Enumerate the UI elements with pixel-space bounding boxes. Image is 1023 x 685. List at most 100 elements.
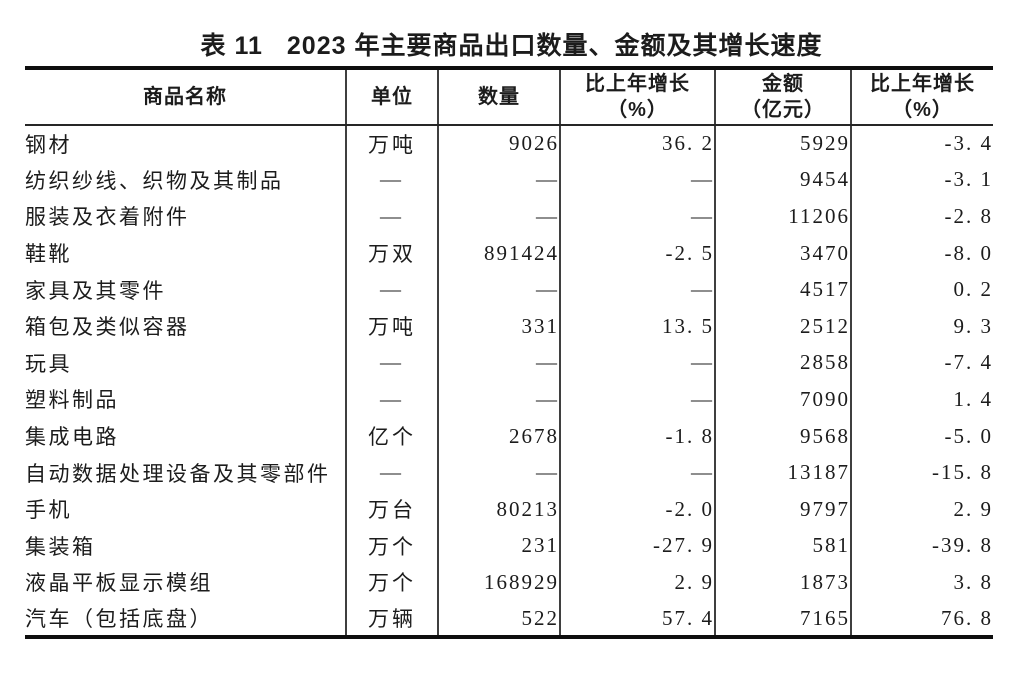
table-row: 纺织纱线、织物及其制品 — — —9454 -3. 1 (25, 161, 993, 199)
cell-quantity: 331 (437, 307, 560, 345)
cell-quantity: 522 (437, 600, 560, 638)
table-header: 商品名称 单位 数量 比上年增长 （%） 金额 （亿元） (25, 68, 993, 126)
table-row: 家具及其零件 — — —4517 0. 2 (25, 271, 993, 308)
table-row: 鞋靴 万双 891424 -2. 5 3470 -8. 0 (25, 234, 993, 272)
cell-amount: 9568 (714, 417, 851, 455)
cell-amount-growth: 3. 8 (850, 564, 993, 601)
cell-commodity-name: 液晶平板显示模组 (25, 571, 213, 596)
cell-amount: 7165 (714, 600, 851, 638)
table-row: 液晶平板显示模组 万个 168929 2. 9 1873 3. 8 (25, 564, 993, 601)
column-header-label: 数量 (478, 86, 520, 108)
column-header-label: 单位 (371, 86, 413, 108)
cell-unit: — (345, 198, 438, 235)
cell-commodity-name: 集装箱 (25, 534, 96, 559)
cell-commodity-name: 集成电路 (25, 425, 119, 450)
cell-unit: 万个 (345, 527, 438, 565)
column-header-label: 比上年增长 (870, 73, 975, 95)
cell-quantity: 9026 (437, 125, 560, 162)
column-header-sublabel: （%） (892, 99, 953, 121)
cell-unit: 万双 (345, 234, 438, 272)
cell-quantity-growth: -2. 0 (559, 490, 715, 528)
table-title-number: 表 11 (200, 32, 263, 60)
column-header-sublabel: （%） (607, 99, 668, 121)
column-header-commodity-name: 商品名称 (25, 68, 346, 126)
cell-amount: 7090 (714, 381, 851, 418)
cell-quantity-growth: 36. 2 (559, 125, 715, 162)
cell-amount-growth: -8. 0 (850, 234, 993, 272)
cell-amount: 4517 (714, 271, 851, 308)
cell-amount: 9454 (714, 161, 851, 199)
cell-unit: — (345, 271, 438, 308)
cell-commodity-name: 箱包及类似容器 (25, 315, 190, 340)
table-row: 集成电路 亿个 2678 -1. 8 9568 -5. 0 (25, 417, 993, 455)
cell-amount-growth: -2. 8 (850, 198, 993, 235)
cell-commodity-name: 手机 (25, 498, 72, 523)
table-title: 表 11 2023 年主要商品出口数量、金额及其增长速度 (0, 26, 1023, 62)
cell-quantity-growth: — (559, 161, 715, 199)
cell-amount: 3470 (714, 234, 851, 272)
cell-commodity-name: 自动数据处理设备及其零部件 (25, 461, 331, 486)
table-row: 钢材 万吨 9026 36. 2 5929 -3. 4 (25, 125, 993, 162)
cell-amount: 581 (714, 527, 851, 565)
cell-quantity-growth: 2. 9 (559, 564, 715, 601)
cell-amount: 2858 (714, 344, 851, 382)
column-header-label: 金额 (762, 73, 804, 95)
column-header-sublabel: （亿元） (741, 99, 825, 121)
cell-amount-growth: -39. 8 (850, 527, 993, 565)
cell-amount-growth: -3. 4 (850, 125, 993, 162)
cell-unit: 万辆 (345, 600, 438, 638)
cell-unit: — (345, 381, 438, 418)
column-header-quantity-growth: 比上年增长 （%） (559, 68, 715, 126)
cell-quantity: — (437, 454, 560, 491)
column-header-quantity: 数量 (437, 68, 560, 126)
table-row: 集装箱 万个 231 -27. 9 581 -39. 8 (25, 527, 993, 565)
cell-commodity-name: 汽车（包括底盘） (25, 607, 213, 632)
cell-amount: 13187 (714, 454, 851, 491)
cell-quantity-growth: -27. 9 (559, 527, 715, 565)
cell-quantity-growth: 13. 5 (559, 307, 715, 345)
cell-commodity-name: 钢材 (25, 132, 72, 157)
cell-quantity: 168929 (437, 564, 560, 601)
cell-quantity-growth: — (559, 381, 715, 418)
cell-quantity: — (437, 271, 560, 308)
cell-quantity: 2678 (437, 417, 560, 455)
column-header-amount: 金额 （亿元） (714, 68, 851, 126)
cell-unit: — (345, 344, 438, 382)
cell-amount-growth: 1. 4 (850, 381, 993, 418)
table-row: 自动数据处理设备及其零部件 — — —13187 -15. 8 (25, 454, 993, 491)
cell-amount-growth: -5. 0 (850, 417, 993, 455)
cell-amount: 1873 (714, 564, 851, 601)
cell-amount-growth: 76. 8 (850, 600, 993, 638)
cell-quantity-growth: -2. 5 (559, 234, 715, 272)
cell-quantity: — (437, 198, 560, 235)
cell-unit: 万个 (345, 564, 438, 601)
cell-commodity-name: 塑料制品 (25, 388, 119, 413)
column-header-label: 比上年增长 (585, 73, 690, 95)
cell-quantity: — (437, 381, 560, 418)
cell-commodity-name: 服装及衣着附件 (25, 205, 190, 230)
cell-quantity: 231 (437, 527, 560, 565)
column-header-amount-growth: 比上年增长 （%） (850, 68, 993, 126)
cell-quantity-growth: -1. 8 (559, 417, 715, 455)
cell-commodity-name: 玩具 (25, 351, 72, 376)
column-header-label: 商品名称 (143, 86, 227, 108)
cell-quantity-growth: — (559, 454, 715, 491)
table-row: 箱包及类似容器 万吨 331 13. 5 2512 9. 3 (25, 307, 993, 345)
table-header-row: 商品名称 单位 数量 比上年增长 （%） 金额 （亿元） (25, 68, 993, 126)
cell-quantity: — (437, 344, 560, 382)
cell-quantity: — (437, 161, 560, 199)
cell-quantity-growth: — (559, 271, 715, 308)
cell-unit: — (345, 454, 438, 491)
cell-unit: 万台 (345, 490, 438, 528)
cell-amount: 5929 (714, 125, 851, 162)
cell-amount-growth: -15. 8 (850, 454, 993, 491)
cell-unit: 亿个 (345, 417, 438, 455)
column-header-unit: 单位 (345, 68, 438, 126)
cell-amount-growth: -3. 1 (850, 161, 993, 199)
cell-quantity-growth: 57. 4 (559, 600, 715, 638)
commodity-export-table: 商品名称 单位 数量 比上年增长 （%） 金额 （亿元） (25, 66, 993, 640)
cell-amount-growth: 0. 2 (850, 271, 993, 308)
table-row: 手机 万台 80213 -2. 0 9797 2. 9 (25, 490, 993, 528)
cell-commodity-name: 鞋靴 (25, 242, 72, 267)
cell-commodity-name: 家具及其零件 (25, 278, 166, 303)
